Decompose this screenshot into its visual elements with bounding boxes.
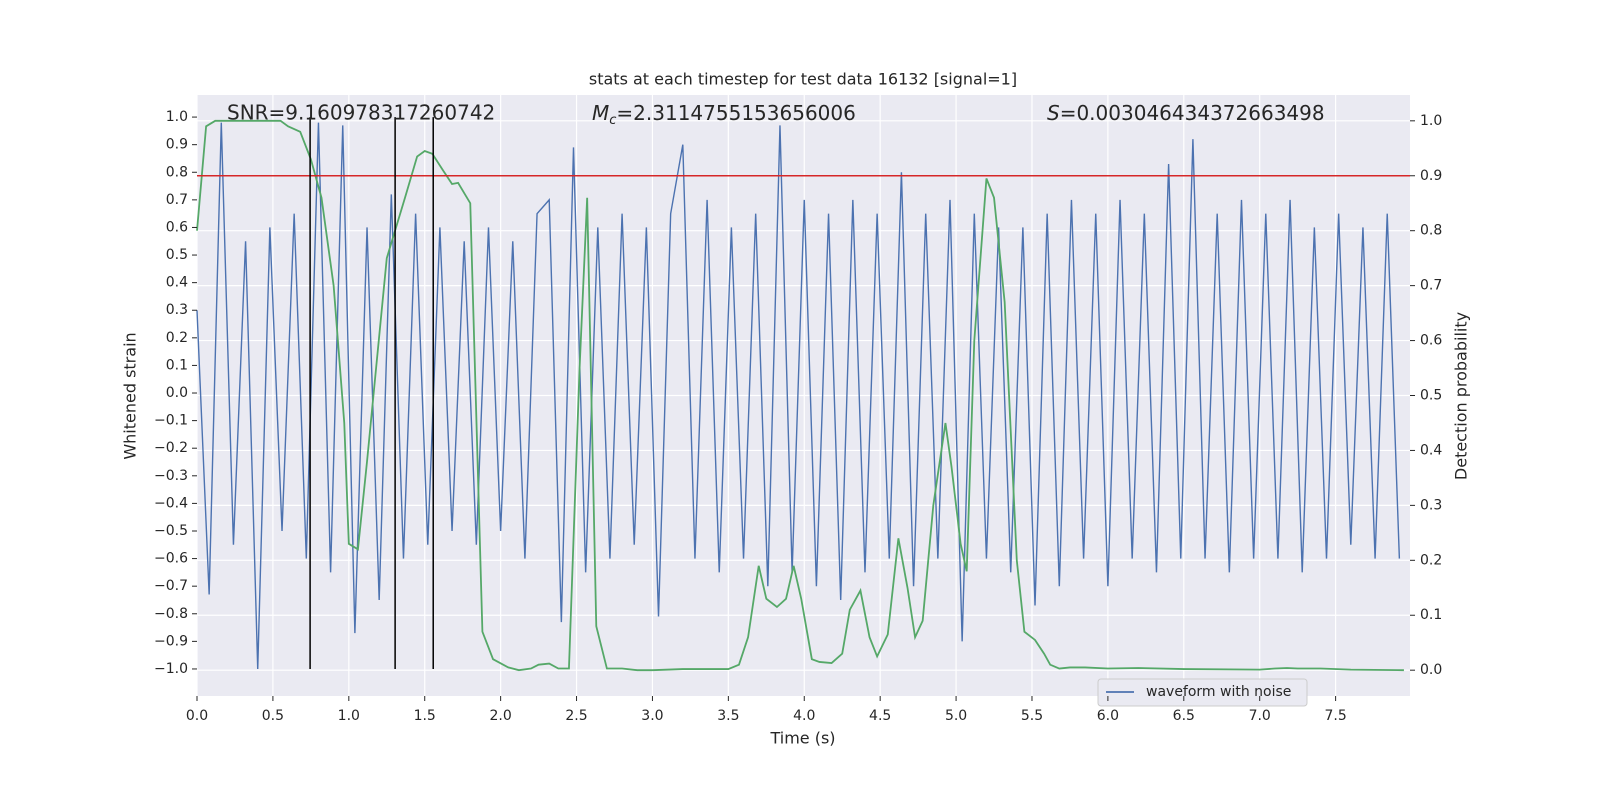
y-tick-label: −0.4 [154,495,188,511]
y-tick-label: −0.3 [154,468,188,484]
y-tick-label: −0.7 [154,578,188,594]
y-tick-label: 0.1 [166,357,188,373]
annotation-symbol: M [592,101,609,125]
x-tick-label: 1.0 [338,708,360,724]
x-tick-label: 1.5 [414,708,436,724]
x-tick-label: 7.0 [1249,708,1271,724]
y-tick-label: 0.4 [166,275,188,291]
y2-tick-label: 0.3 [1420,497,1442,513]
y-tick-label: −0.6 [154,551,188,567]
x-tick-label: 4.0 [793,708,815,724]
y-tick-label: 0.3 [166,302,188,318]
legend-label: waveform with noise [1146,684,1291,700]
annotation: S=0.003046434372663498 [1047,101,1325,125]
annotation-symbol: S [1047,101,1060,125]
y2-tick-label: 0.0 [1420,662,1442,678]
series-line [196,122,1401,669]
series-line [196,119,1404,672]
y-tick-label: −0.9 [154,633,188,649]
y-tick-label: 0.9 [166,137,188,153]
x-tick-label: 3.5 [717,708,739,724]
annotation-subscript: c [609,113,616,128]
annotation-text: =2.3114755153656006 [616,101,855,125]
y-tick-label: −1.0 [154,661,188,677]
annotation: Mc=2.3114755153656006 [592,101,856,128]
x-tick-label: 7.5 [1324,708,1346,724]
y-tick-label: −0.1 [154,413,188,429]
x-tick-label: 3.0 [641,708,663,724]
y2-axis-label: Detection probability [1452,312,1471,480]
y-tick-label: −0.5 [154,523,188,539]
x-tick-label: 0.5 [262,708,284,724]
y-tick-label: 0.0 [166,385,188,401]
legend-box [1097,678,1308,707]
y-tick-label: 0.5 [166,247,188,263]
y2-tick-label: 0.5 [1420,388,1442,404]
x-tick-label: 2.5 [565,708,587,724]
y-tick-label: 0.6 [166,219,188,235]
y-tick-label: 0.2 [166,330,188,346]
y-tick-label: −0.8 [154,606,188,622]
y-tick-label: −0.2 [154,440,188,456]
x-axis-label: Time (s) [769,729,835,748]
x-tick-label: 4.5 [869,708,891,724]
y2-tick-label: 0.4 [1420,442,1442,458]
y2-tick-label: 0.7 [1420,278,1442,294]
annotation-text: =0.003046434372663498 [1060,101,1325,125]
y-tick-label: 1.0 [166,109,188,125]
chart-title: stats at each timestep for test data 161… [589,70,1017,89]
y2-tick-label: 0.9 [1420,168,1442,184]
y2-tick-label: 1.0 [1420,113,1442,129]
y2-tick-label: 0.1 [1420,607,1442,623]
annotation: SNR=9.160978317260742 [227,101,495,125]
y-axis-label: Whitened strain [121,332,140,459]
x-tick-label: 5.5 [1021,708,1043,724]
y-tick-label: 0.8 [166,164,188,180]
x-tick-label: 6.5 [1173,708,1195,724]
x-tick-label: 5.0 [945,708,967,724]
x-tick-label: 2.0 [489,708,511,724]
y2-tick-label: 0.8 [1420,223,1442,239]
y2-tick-label: 0.6 [1420,333,1442,349]
legend: waveform with noise [1097,678,1308,707]
x-tick-label: 6.0 [1097,708,1119,724]
y-tick-label: 0.7 [166,192,188,208]
y2-tick-label: 0.2 [1420,552,1442,568]
x-tick-label: 0.0 [186,708,208,724]
